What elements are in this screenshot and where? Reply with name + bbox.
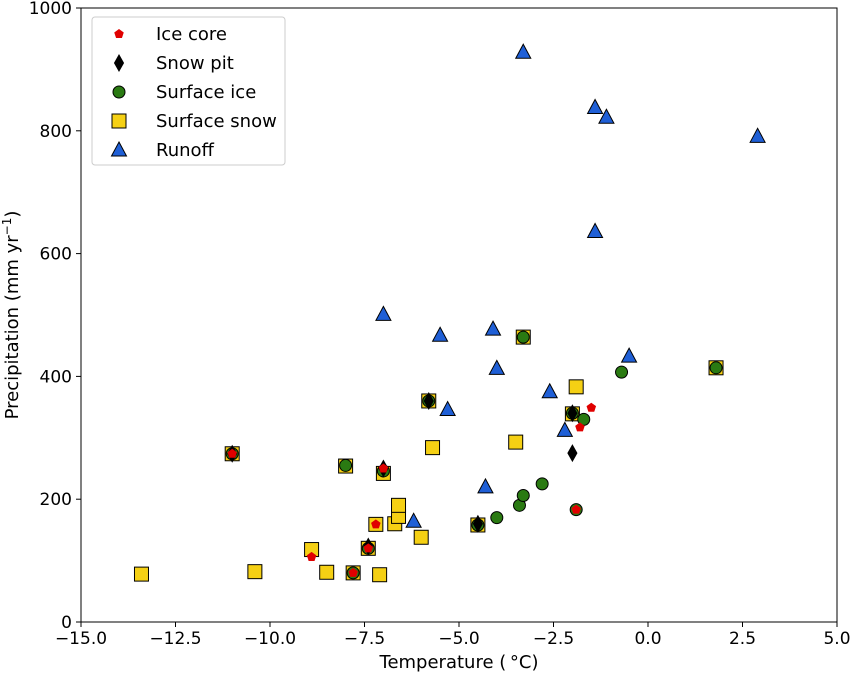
ice-core-point bbox=[571, 504, 581, 514]
ice-core-point bbox=[586, 402, 597, 412]
legend-item: Surface snow bbox=[111, 111, 277, 132]
y-axis-title-superscript: −1 bbox=[0, 218, 14, 236]
surface-snow-point bbox=[372, 567, 388, 583]
legend-frame bbox=[91, 16, 286, 166]
legend-marker bbox=[113, 53, 125, 73]
runoff-point bbox=[514, 43, 532, 59]
surface-ice-point bbox=[516, 330, 530, 344]
x-tick-label: −7.5 bbox=[344, 629, 385, 649]
snow-pit-point bbox=[472, 514, 483, 533]
x-axis-title: Temperature ( °C) bbox=[379, 652, 539, 673]
legend-marker bbox=[110, 140, 128, 157]
runoff-point bbox=[586, 98, 604, 114]
data-points bbox=[133, 43, 766, 583]
surface-snow-point bbox=[319, 564, 335, 580]
runoff-point bbox=[375, 305, 392, 321]
x-tick-label: −2.5 bbox=[533, 629, 574, 649]
series-runoff bbox=[375, 43, 766, 528]
surface-ice-point bbox=[615, 365, 629, 379]
surface-ice-point bbox=[516, 489, 530, 503]
x-tick-label: −15.0 bbox=[55, 629, 107, 649]
series-ice-core bbox=[227, 402, 597, 577]
surface-snow-point bbox=[247, 564, 263, 580]
ice-core-point bbox=[348, 567, 358, 577]
snow-pit-point bbox=[423, 391, 434, 410]
legend-label: Snow pit bbox=[156, 53, 234, 74]
legend: Ice core Snow pit Surface ice Surface snow R… bbox=[91, 16, 286, 166]
surface-snow-point bbox=[568, 379, 584, 395]
runoff-point bbox=[488, 359, 506, 375]
surface-ice-point bbox=[490, 511, 504, 525]
runoff-point bbox=[541, 382, 559, 399]
legend-item: Snow pit bbox=[113, 53, 234, 74]
runoff-point bbox=[556, 421, 574, 437]
runoff-point bbox=[431, 326, 449, 342]
runoff-point bbox=[439, 400, 456, 417]
y-tick-label: 400 bbox=[40, 367, 72, 387]
ice-core-point bbox=[227, 448, 237, 458]
y-tick-label: 0 bbox=[61, 613, 72, 633]
surface-ice-point bbox=[535, 477, 549, 491]
x-tick-label: 5.0 bbox=[823, 629, 850, 649]
runoff-point bbox=[477, 477, 494, 494]
ice-core-point bbox=[378, 463, 389, 473]
y-axis-title-main: Precipitation (mm yr bbox=[2, 235, 23, 420]
y-tick-label: 200 bbox=[40, 490, 72, 510]
x-tick-label: −10.0 bbox=[244, 629, 296, 649]
ice-core-point bbox=[363, 543, 374, 553]
y-tick-label: 800 bbox=[40, 122, 72, 142]
runoff-point bbox=[484, 320, 502, 336]
surface-snow-point bbox=[133, 566, 149, 582]
y-axis-title: Precipitation (mm yr−1) bbox=[0, 211, 23, 420]
legend-label: Surface ice bbox=[156, 82, 256, 103]
ice-core-point bbox=[575, 422, 585, 432]
runoff-point bbox=[586, 222, 604, 238]
legend-marker bbox=[111, 113, 127, 129]
legend-item: Ice core bbox=[114, 24, 227, 45]
runoff-point bbox=[620, 347, 638, 363]
legend-marker bbox=[112, 85, 126, 99]
y-axis-title-close: ) bbox=[2, 211, 23, 218]
surface-ice-point bbox=[339, 458, 353, 472]
legend-label: Ice core bbox=[156, 24, 227, 45]
ice-core-point bbox=[371, 519, 381, 529]
legend-label: Runoff bbox=[156, 140, 215, 161]
surface-snow-point bbox=[413, 529, 429, 545]
surface-snow-point bbox=[391, 497, 407, 513]
series-surface-ice bbox=[225, 330, 723, 580]
surface-snow-point bbox=[508, 434, 524, 450]
x-tick-label: −12.5 bbox=[149, 629, 201, 649]
x-tick-label: 0.0 bbox=[634, 629, 661, 649]
surface-snow-point bbox=[425, 440, 441, 456]
y-tick-label: 600 bbox=[40, 245, 72, 265]
ice-core-point bbox=[306, 551, 317, 561]
legend-marker bbox=[114, 29, 124, 39]
x-tick-label: −5.0 bbox=[438, 629, 479, 649]
y-tick-label: 1000 bbox=[29, 0, 72, 19]
runoff-point bbox=[598, 108, 615, 124]
runoff-point bbox=[405, 512, 422, 528]
y-axis: 0 200 400 600 800 1000 bbox=[29, 0, 81, 633]
surface-ice-point bbox=[709, 361, 723, 375]
legend-item: Surface ice bbox=[112, 82, 256, 103]
legend-label: Surface snow bbox=[156, 111, 277, 132]
legend-item: Runoff bbox=[110, 140, 215, 161]
x-axis: −15.0 −12.5 −10.0 −7.5 −5.0 −2.5 0.0 2.5 5.0 bbox=[55, 622, 850, 649]
snow-pit-point bbox=[567, 404, 578, 423]
snow-pit-point bbox=[567, 444, 578, 463]
runoff-point bbox=[749, 127, 766, 143]
x-tick-label: 2.5 bbox=[729, 629, 756, 649]
